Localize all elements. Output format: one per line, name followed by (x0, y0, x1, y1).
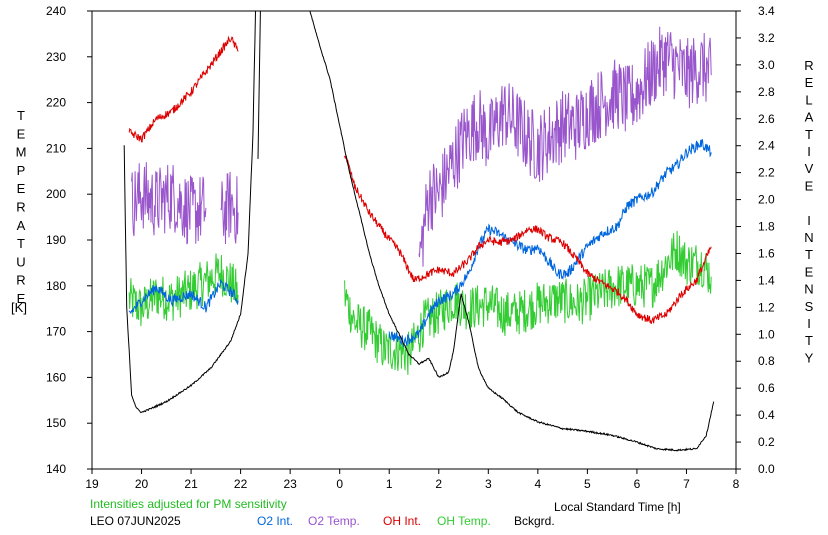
right-tick-label: 3.4 (758, 4, 775, 18)
series-oh-int (128, 35, 712, 325)
left-tick-label: 160 (46, 370, 66, 384)
right-tick-label: 0.6 (758, 381, 775, 395)
right-tick-label: 3.2 (758, 31, 775, 45)
series-line (388, 139, 712, 348)
left-axis-title-letter: E (17, 291, 26, 306)
right-axis-title-letter: N (804, 282, 813, 297)
left-axis-title-letter: U (16, 254, 25, 269)
x-tick-label: 21 (184, 477, 198, 491)
left-axis-title-letter: T (17, 108, 25, 123)
x-axis-title: Local Standard Time [h] (554, 500, 681, 514)
right-tick-label: 3.0 (758, 58, 775, 72)
right-tick-label: 0.2 (758, 435, 775, 449)
left-axis-title-letter: R (16, 200, 25, 215)
left-tick-label: 200 (46, 187, 66, 201)
right-axis-title-letter: E (805, 75, 814, 90)
right-axis-title-letter: T (805, 247, 813, 262)
right-tick-label: 0.4 (758, 408, 775, 422)
series-line (418, 26, 712, 267)
x-tick-label: 23 (283, 477, 297, 491)
left-tick-label: 230 (46, 50, 66, 64)
left-tick-label: 240 (46, 4, 66, 18)
right-axis-title-letter: L (805, 92, 812, 107)
left-axis-title-letter: R (16, 273, 25, 288)
right-axis-title-letter: I (807, 144, 811, 159)
left-tick-label: 210 (46, 141, 66, 155)
right-axis-title-letter: R (804, 58, 813, 73)
right-axis-title-letter: E (805, 264, 814, 279)
x-tick-label: 22 (234, 477, 248, 491)
right-axis-title-letter: I (807, 316, 811, 331)
x-tick-label: 7 (683, 477, 690, 491)
series-line (128, 35, 239, 143)
series-line (131, 162, 207, 245)
left-tick-label: 180 (46, 279, 66, 293)
series-line (257, 11, 261, 159)
right-axis-title-letter: A (805, 110, 814, 125)
right-tick-label: 2.6 (758, 112, 775, 126)
legend-oh-int: OH Int. (383, 514, 422, 528)
x-tick-label: 8 (733, 477, 740, 491)
left-axis-unit: [K] (11, 300, 27, 315)
right-axis-title-letter: T (805, 127, 813, 142)
legend-bckgrd: Bckgrd. (514, 514, 555, 528)
x-tick-label: 0 (336, 477, 343, 491)
series-o2-int (128, 139, 712, 348)
series-line (128, 279, 239, 315)
right-tick-label: 2.0 (758, 193, 775, 207)
right-tick-label: 2.8 (758, 85, 775, 99)
right-tick-label: 0.0 (758, 462, 775, 476)
series-line (344, 154, 712, 325)
left-axis-title-letter: E (17, 126, 26, 141)
right-tick-label: 0.8 (758, 354, 775, 368)
left-axis-title-letter: E (17, 181, 26, 196)
x-tick-label: 5 (584, 477, 591, 491)
right-tick-label: 1.4 (758, 273, 775, 287)
right-tick-label: 1.2 (758, 300, 775, 314)
left-tick-label: 220 (46, 96, 66, 110)
left-axis-title-letter: M (16, 145, 27, 160)
right-axis-title-letter: I (807, 213, 811, 228)
legend-oh-temp: OH Temp. (437, 514, 491, 528)
x-tick-label: 1 (386, 477, 393, 491)
x-tick-label: 6 (634, 477, 641, 491)
x-tick-label: 3 (485, 477, 492, 491)
x-tick-label: 20 (135, 477, 149, 491)
series-line (220, 171, 239, 245)
right-tick-label: 2.4 (758, 139, 775, 153)
legend-o2-temp: O2 Temp. (308, 514, 360, 528)
right-tick-label: 1.0 (758, 327, 775, 341)
pm-sensitivity-note: Intensities adjusted for PM sensitivity (90, 497, 287, 511)
series-o2-temp (131, 26, 712, 267)
series-line (309, 11, 715, 452)
right-axis-title-letter: E (805, 178, 814, 193)
right-tick-label: 1.6 (758, 246, 775, 260)
series-line (123, 11, 256, 414)
series-bckgrd (123, 11, 715, 452)
right-axis-title-letter: V (805, 161, 814, 176)
x-tick-label: 2 (435, 477, 442, 491)
right-axis-title-letter: T (805, 333, 813, 348)
series-line (344, 230, 712, 375)
right-tick-label: 1.8 (758, 220, 775, 234)
legend-o2-int: O2 Int. (257, 514, 294, 528)
right-axis-title-letter: Y (805, 350, 814, 365)
right-axis-title-letter: S (805, 299, 814, 314)
left-tick-label: 140 (46, 462, 66, 476)
left-axis-title-letter: P (17, 163, 26, 178)
left-axis-title-letter: A (17, 218, 26, 233)
right-tick-label: 2.2 (758, 166, 775, 180)
left-tick-label: 150 (46, 416, 66, 430)
left-tick-label: 170 (46, 325, 66, 339)
right-axis-title-letter: N (804, 230, 813, 245)
x-tick-label: 19 (85, 477, 99, 491)
x-tick-label: 4 (535, 477, 542, 491)
left-tick-label: 190 (46, 233, 66, 247)
station-date-label: LEO 07JUN2025 (90, 514, 181, 528)
left-axis-title-letter: T (17, 236, 25, 251)
